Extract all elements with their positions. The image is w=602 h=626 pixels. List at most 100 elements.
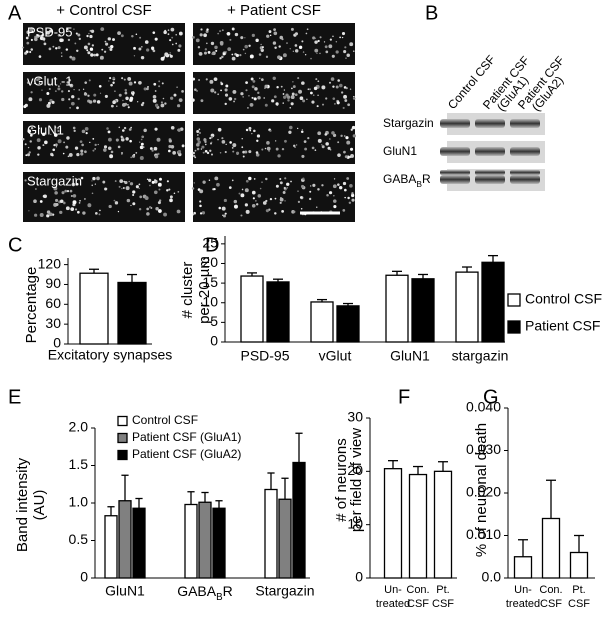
puncta [57, 33, 61, 37]
puncta [169, 53, 171, 56]
puncta [118, 126, 121, 129]
puncta [163, 212, 167, 217]
y-axis-label: # cluster [179, 262, 196, 319]
puncta [300, 130, 304, 133]
puncta [307, 88, 310, 91]
puncta [297, 190, 299, 192]
puncta [192, 151, 195, 155]
puncta [81, 143, 84, 147]
puncta [271, 99, 275, 103]
puncta [127, 77, 132, 81]
puncta [94, 148, 97, 150]
puncta [154, 103, 159, 108]
puncta [72, 200, 77, 205]
puncta [344, 99, 348, 102]
puncta [316, 52, 318, 54]
bar [541, 517, 561, 579]
x-tick-label: Un- [514, 584, 532, 596]
puncta [61, 97, 65, 102]
puncta [301, 184, 305, 189]
puncta [38, 82, 41, 84]
puncta [55, 202, 59, 206]
puncta [30, 38, 33, 42]
puncta [169, 195, 173, 199]
puncta [139, 156, 144, 160]
puncta [329, 38, 332, 41]
puncta [211, 52, 214, 56]
puncta [328, 81, 332, 84]
legend-swatch [117, 432, 128, 444]
puncta [251, 85, 255, 89]
puncta [232, 150, 235, 153]
puncta [266, 141, 270, 145]
puncta [98, 213, 101, 216]
puncta [43, 40, 45, 42]
puncta [35, 34, 40, 38]
puncta [133, 46, 136, 50]
puncta [289, 107, 291, 109]
puncta [68, 98, 71, 101]
puncta [78, 202, 81, 204]
puncta [153, 190, 158, 195]
puncta [107, 37, 111, 41]
puncta [89, 34, 93, 39]
puncta [324, 45, 328, 49]
puncta [141, 135, 145, 139]
panel-label: D [205, 234, 219, 256]
puncta [251, 190, 256, 195]
puncta [241, 188, 244, 191]
puncta [339, 83, 343, 88]
text-part: GABA [383, 172, 416, 186]
puncta [272, 76, 276, 80]
legend-swatch [507, 293, 521, 307]
puncta [146, 207, 149, 211]
puncta [100, 27, 105, 31]
puncta [219, 30, 222, 33]
puncta [108, 46, 111, 49]
puncta [28, 97, 33, 102]
puncta [215, 49, 218, 52]
puncta [72, 194, 77, 198]
puncta [59, 38, 63, 43]
puncta [224, 212, 227, 215]
puncta [163, 30, 167, 35]
puncta [94, 183, 96, 185]
puncta [274, 212, 277, 215]
puncta [293, 210, 296, 213]
puncta [135, 151, 138, 154]
puncta [170, 145, 175, 149]
puncta [311, 100, 315, 104]
puncta [199, 200, 202, 203]
puncta [244, 52, 247, 55]
puncta [126, 198, 131, 203]
puncta [263, 97, 266, 99]
puncta [39, 200, 43, 203]
puncta [79, 140, 83, 144]
puncta [38, 98, 43, 102]
puncta [158, 209, 162, 213]
puncta [71, 95, 75, 99]
puncta [53, 133, 58, 137]
puncta [306, 98, 308, 101]
puncta [255, 151, 259, 154]
puncta [256, 139, 259, 142]
puncta [74, 208, 78, 211]
puncta [331, 54, 335, 58]
puncta [325, 50, 329, 54]
puncta [146, 87, 149, 91]
puncta [242, 48, 245, 51]
puncta [302, 99, 306, 103]
puncta [171, 36, 174, 39]
puncta [284, 177, 287, 180]
puncta [201, 145, 205, 149]
puncta [24, 143, 27, 146]
puncta [112, 38, 115, 42]
puncta [227, 47, 232, 52]
puncta [124, 180, 128, 185]
puncta [80, 176, 84, 180]
text-part: B [216, 592, 223, 603]
puncta [282, 53, 287, 58]
bar [336, 305, 360, 343]
x-tick-label: Con. [406, 584, 429, 596]
puncta [63, 141, 65, 144]
